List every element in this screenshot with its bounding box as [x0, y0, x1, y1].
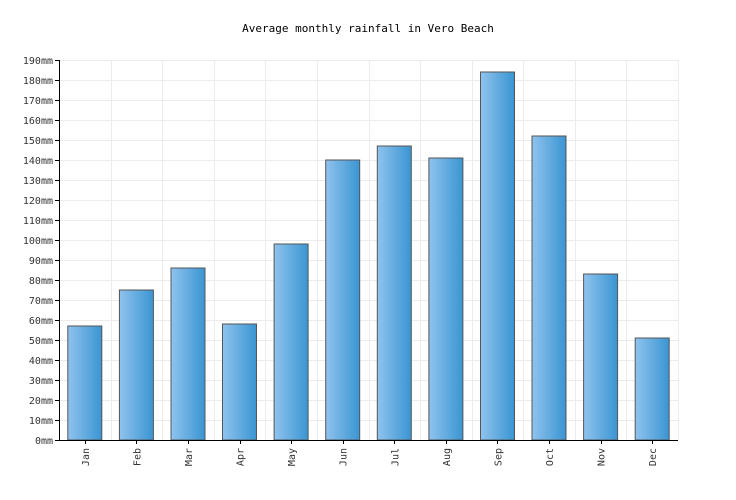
bar-nov	[583, 273, 619, 441]
y-tick-label: 160mm	[23, 116, 53, 127]
y-tick-label: 50mm	[29, 336, 53, 347]
bar-jan	[67, 325, 103, 441]
x-tick-label: Apr	[236, 448, 247, 466]
bar-dec	[634, 337, 670, 441]
x-tick-label: Sep	[493, 448, 504, 466]
bar-jul	[376, 145, 412, 441]
x-tick-label: Jul	[390, 448, 401, 466]
x-tick-label: Mar	[184, 448, 195, 466]
y-tick-label: 120mm	[23, 196, 53, 207]
chart-title: Average monthly rainfall in Vero Beach	[242, 22, 494, 35]
x-tick-label: Dec	[648, 448, 659, 466]
y-tick-label: 0mm	[35, 436, 53, 447]
bar-mar	[170, 267, 206, 441]
y-tick-label: 190mm	[23, 56, 53, 67]
y-tick-label: 60mm	[29, 316, 53, 327]
x-tick-label: Jan	[81, 448, 92, 466]
x-tick-label: May	[287, 448, 298, 466]
y-tick-label: 30mm	[29, 376, 53, 387]
bar-sep	[480, 71, 515, 441]
y-tick-label: 40mm	[29, 356, 53, 367]
y-tick-label: 150mm	[23, 136, 53, 147]
y-tick-label: 130mm	[23, 176, 53, 187]
bar-apr	[222, 323, 257, 441]
y-tick-label: 180mm	[23, 76, 53, 87]
x-tick-label: Aug	[442, 448, 453, 466]
bar-feb	[118, 289, 154, 441]
y-tick-label: 110mm	[23, 216, 53, 227]
bar-may	[273, 243, 309, 441]
y-tick-label: 90mm	[29, 256, 53, 267]
x-tick-label: Feb	[132, 448, 143, 466]
y-tick-label: 20mm	[29, 396, 53, 407]
bar-aug	[428, 157, 464, 441]
bar-oct	[531, 135, 567, 441]
x-tick-label: Oct	[545, 448, 556, 466]
bar-jun	[325, 159, 361, 441]
y-tick-label: 80mm	[29, 276, 53, 287]
x-tick-label: Nov	[597, 448, 608, 466]
y-tick-label: 100mm	[23, 236, 53, 247]
y-tick-label: 170mm	[23, 96, 53, 107]
y-tick-label: 70mm	[29, 296, 53, 307]
y-tick-label: 10mm	[29, 416, 53, 427]
x-tick-label: Jun	[339, 448, 350, 466]
y-tick-label: 140mm	[23, 156, 53, 167]
